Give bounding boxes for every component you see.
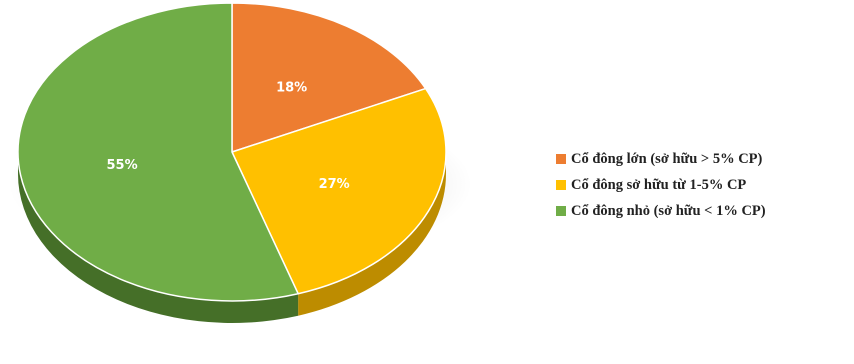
- pie-slice-mid-shareholders: [231, 87, 447, 295]
- legend-swatch-large-shareholders: [556, 154, 566, 164]
- pie-side-mid-shareholders: [298, 152, 446, 316]
- pie-side-small-shareholders: [18, 152, 299, 323]
- legend-label-mid-shareholders: Cổ đông sở hữu từ 1-5% CP: [571, 176, 747, 193]
- data-label-small-shareholders: 55%: [107, 158, 138, 173]
- pie-slice-small-shareholders: [17, 2, 299, 302]
- legend-swatch-mid-shareholders: [556, 180, 566, 190]
- data-label-large-shareholders: 18%: [276, 81, 307, 96]
- legend-label-large-shareholders: Cổ đông lớn (sở hữu > 5% CP): [571, 150, 763, 167]
- legend-item-small-shareholders: Cổ đông nhỏ (sở hữu < 1% CP): [556, 198, 852, 224]
- data-label-mid-shareholders: 27%: [319, 177, 350, 192]
- legend-item-mid-shareholders: Cổ đông sở hữu từ 1-5% CP: [556, 172, 852, 198]
- pie-slice-large-shareholders: [231, 2, 427, 153]
- legend-item-large-shareholders: Cổ đông lớn (sở hữu > 5% CP): [556, 146, 852, 172]
- legend-label-small-shareholders: Cổ đông nhỏ (sở hữu < 1% CP): [571, 202, 766, 219]
- chart-legend: Cổ đông lớn (sở hữu > 5% CP) Cổ đông sở …: [556, 146, 852, 224]
- legend-swatch-small-shareholders: [556, 206, 566, 216]
